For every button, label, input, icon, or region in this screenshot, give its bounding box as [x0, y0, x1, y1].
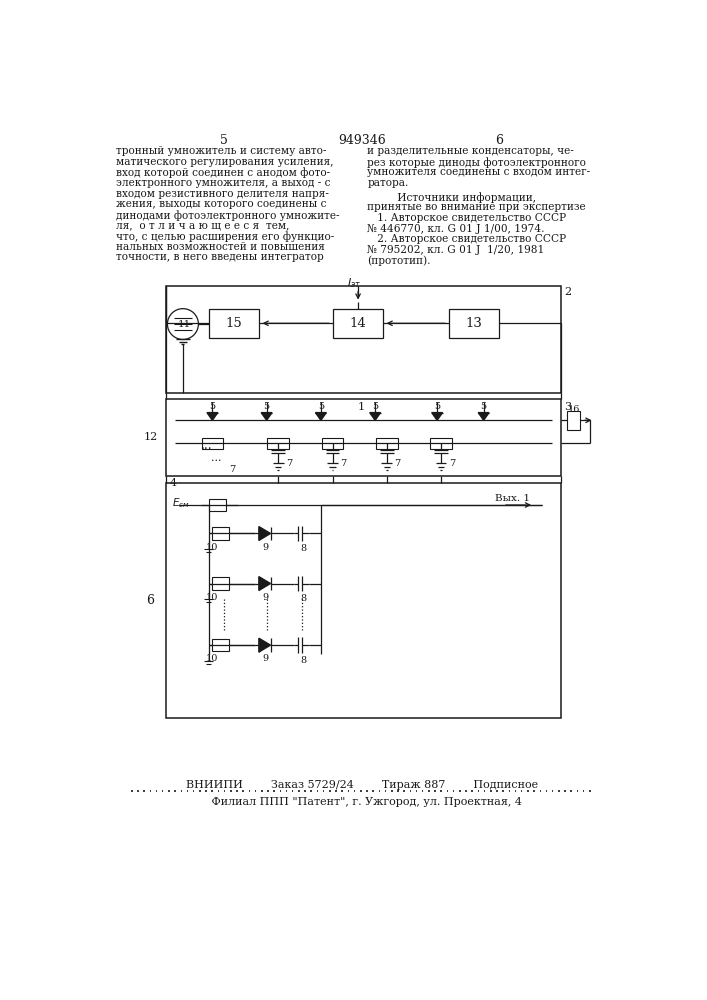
Text: 5: 5: [264, 402, 269, 411]
Text: 12: 12: [144, 432, 158, 442]
Text: 8: 8: [300, 656, 306, 665]
Bar: [567, 411, 580, 430]
Polygon shape: [478, 413, 489, 420]
Polygon shape: [259, 527, 271, 540]
Text: 5: 5: [434, 402, 440, 411]
Text: точности, в него введены интегратор: точности, в него введены интегратор: [115, 252, 323, 262]
Bar: [267, 438, 289, 449]
Text: матического регулирования усиления,: матического регулирования усиления,: [115, 157, 333, 167]
Bar: [212, 527, 230, 540]
Text: 11: 11: [177, 320, 191, 329]
Text: Филиал ППП "Патент", г. Ужгород, ул. Проектная, 4: Филиал ППП "Патент", г. Ужгород, ул. Про…: [201, 797, 522, 807]
Bar: [449, 309, 499, 338]
Text: рез которые диноды фотоэлектронного: рез которые диноды фотоэлектронного: [368, 157, 586, 168]
Text: 8: 8: [300, 594, 306, 603]
Text: 13: 13: [465, 317, 482, 330]
Text: 7: 7: [286, 459, 292, 468]
Text: № 795202, кл. G 01 J  1/20, 1981: № 795202, кл. G 01 J 1/20, 1981: [368, 245, 544, 255]
Text: 14: 14: [349, 317, 366, 330]
Text: динодами фотоэлектронного умножите-: динодами фотоэлектронного умножите-: [115, 210, 339, 221]
Text: входом резистивного делителя напря-: входом резистивного делителя напря-: [115, 189, 328, 199]
Text: $E_{см}$: $E_{см}$: [172, 497, 189, 510]
Text: 7: 7: [395, 459, 401, 468]
Polygon shape: [370, 413, 380, 420]
Bar: [322, 438, 344, 449]
Text: 6: 6: [146, 594, 154, 607]
Text: и разделительные конденсаторы, че-: и разделительные конденсаторы, че-: [368, 146, 574, 156]
Text: что, с целью расширения его функцио-: что, с целью расширения его функцио-: [115, 231, 334, 242]
Text: электронного умножителя, а выход - с: электронного умножителя, а выход - с: [115, 178, 330, 188]
Text: 6: 6: [495, 134, 503, 147]
Text: ...: ...: [201, 439, 212, 452]
Polygon shape: [259, 638, 271, 652]
Text: 8: 8: [300, 544, 306, 553]
Text: 10: 10: [206, 654, 218, 663]
Text: 10: 10: [206, 543, 218, 552]
Text: ля,  о т л и ч а ю щ е е с я  тем,: ля, о т л и ч а ю щ е е с я тем,: [115, 221, 289, 231]
Text: 15: 15: [226, 317, 242, 330]
Text: умножителя соединены с входом интег-: умножителя соединены с входом интег-: [368, 167, 590, 177]
Text: 1. Авторское свидетельство СССР: 1. Авторское свидетельство СССР: [368, 213, 566, 223]
Bar: [166, 483, 561, 718]
Bar: [212, 639, 230, 651]
Text: 949346: 949346: [338, 134, 386, 147]
Bar: [209, 499, 226, 511]
Text: 9: 9: [263, 593, 269, 602]
Text: Вых. 1: Вых. 1: [495, 494, 530, 503]
Bar: [209, 309, 259, 338]
Bar: [166, 286, 561, 393]
Bar: [212, 577, 230, 590]
Text: 7: 7: [340, 459, 346, 468]
Text: нальных возможностей и повышения: нальных возможностей и повышения: [115, 242, 325, 252]
Text: 5: 5: [317, 402, 324, 411]
Bar: [430, 438, 452, 449]
Text: принятые во внимание при экспертизе: принятые во внимание при экспертизе: [368, 202, 586, 212]
Polygon shape: [432, 413, 443, 420]
Bar: [376, 438, 397, 449]
Text: 5: 5: [209, 402, 216, 411]
Text: ВНИИПИ        Заказ 5729/24        Тираж 887        Подписное: ВНИИПИ Заказ 5729/24 Тираж 887 Подписное: [186, 780, 538, 790]
Text: 9: 9: [263, 543, 269, 552]
Text: ...: ...: [211, 453, 221, 463]
Text: 3: 3: [564, 402, 571, 412]
Text: 7: 7: [230, 465, 235, 474]
Text: $I_{эт}$: $I_{эт}$: [347, 276, 361, 290]
Text: тронный умножитель и систему авто-: тронный умножитель и систему авто-: [115, 146, 326, 156]
Text: Источники информации,: Источники информации,: [368, 192, 537, 203]
Polygon shape: [259, 577, 271, 590]
Text: 2. Авторское свидетельство СССР: 2. Авторское свидетельство СССР: [368, 234, 566, 244]
Text: 2: 2: [564, 287, 571, 297]
Text: 5: 5: [372, 402, 378, 411]
Text: ратора.: ратора.: [368, 178, 409, 188]
Text: 5: 5: [481, 402, 486, 411]
Text: 7: 7: [449, 459, 455, 468]
Text: 9: 9: [263, 654, 269, 663]
Bar: [201, 438, 223, 449]
Text: (прототип).: (прототип).: [368, 256, 431, 266]
Text: 4: 4: [170, 478, 177, 488]
Text: жения, выходы которого соединены с: жения, выходы которого соединены с: [115, 199, 326, 209]
Text: № 446770, кл. G 01 J 1/00, 1974.: № 446770, кл. G 01 J 1/00, 1974.: [368, 224, 545, 234]
Polygon shape: [207, 413, 218, 420]
Text: 16: 16: [567, 405, 580, 414]
Text: 5: 5: [220, 134, 228, 147]
Text: вход которой соединен с анодом фото-: вход которой соединен с анодом фото-: [115, 167, 329, 178]
Text: 10: 10: [206, 593, 218, 602]
Bar: [166, 399, 561, 476]
Polygon shape: [315, 413, 327, 420]
Text: 1: 1: [357, 402, 364, 412]
Polygon shape: [261, 413, 272, 420]
Bar: [332, 309, 383, 338]
